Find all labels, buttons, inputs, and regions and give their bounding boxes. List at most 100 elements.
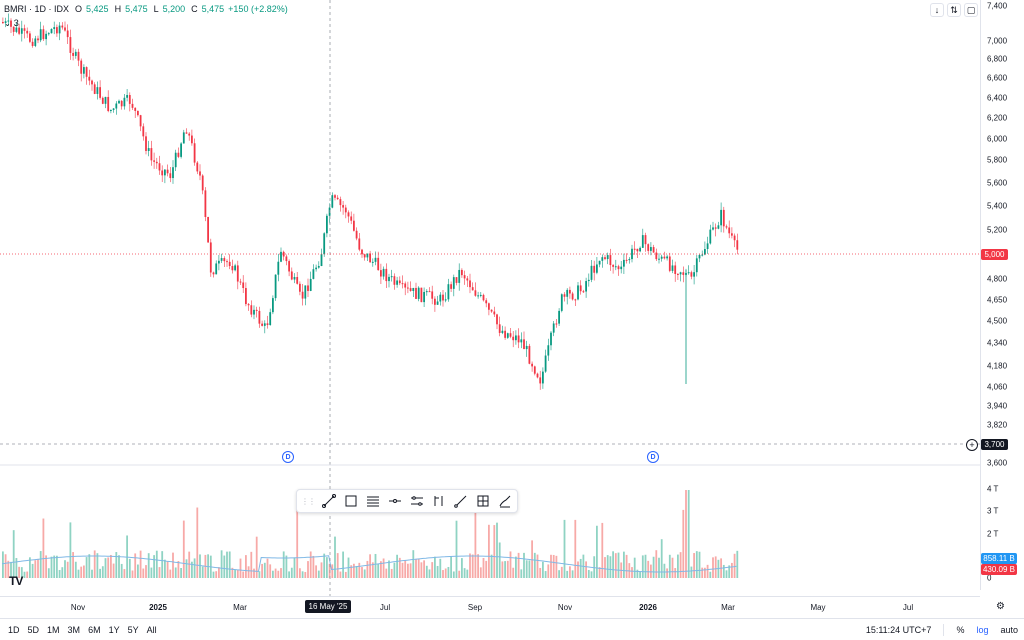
ray-icon[interactable] (453, 492, 469, 510)
candle-body (442, 294, 444, 301)
range-button-all[interactable]: All (146, 624, 157, 635)
volume-bar (72, 552, 74, 578)
volume-bar (636, 569, 639, 578)
volume-bar (26, 571, 29, 578)
volume-bar (290, 567, 293, 578)
candle-body (695, 258, 698, 273)
candle-body (458, 269, 461, 283)
candle-body (496, 314, 498, 325)
trend-line-icon[interactable] (321, 492, 337, 510)
candle-body (598, 260, 601, 265)
volume-bar (147, 553, 150, 578)
volume-bar (42, 518, 45, 578)
long-position-icon[interactable] (431, 492, 447, 510)
candle-body (469, 280, 471, 288)
candle-body (153, 160, 155, 162)
time-tick-label: Nov (70, 603, 86, 612)
candle-body (34, 38, 37, 46)
volume-bar (258, 571, 261, 578)
candle-body (407, 287, 409, 289)
add-plus-icon[interactable]: + (966, 439, 978, 451)
candle-body (158, 163, 161, 171)
candle-body (539, 377, 542, 384)
rectangle-icon[interactable] (343, 492, 359, 510)
volume-bar (523, 552, 525, 578)
time-axis[interactable]: Nov 2025 Mar Jul Sep Nov 2026 Mar May Jul (0, 596, 980, 618)
range-button-5d[interactable]: 5D (27, 624, 40, 635)
candle-body (299, 283, 301, 292)
volume-bar (517, 552, 520, 578)
dividend-marker[interactable]: D (282, 451, 294, 463)
range-button-3m[interactable]: 3M (67, 624, 81, 635)
candle-body (542, 371, 544, 384)
candle-body (326, 215, 328, 234)
candle-body (563, 294, 566, 297)
volume-bar (193, 558, 196, 578)
range-button-1y[interactable]: 1Y (108, 624, 120, 635)
range-button-1m[interactable]: 1M (47, 624, 60, 635)
candle-body (180, 143, 182, 157)
indicators-toggle[interactable]: ⌄ 3 (4, 18, 19, 28)
volume-bars (2, 490, 739, 578)
volume-bar (409, 563, 412, 578)
candle-body (493, 311, 496, 315)
candle-body (725, 226, 728, 228)
volume-bar (677, 554, 679, 578)
candle-body (53, 27, 56, 30)
candle-body (531, 363, 533, 367)
candle-body (366, 253, 369, 258)
parallel-channel-icon[interactable] (409, 492, 425, 510)
range-button-5y[interactable]: 5Y (127, 624, 139, 635)
volume-bar (682, 509, 685, 578)
auto-toggle[interactable]: auto (1000, 624, 1018, 635)
candle-body (247, 304, 250, 306)
candle-body (88, 76, 91, 81)
candle-body (447, 284, 450, 300)
candle-body (320, 254, 323, 267)
fib-retracement-icon[interactable] (365, 492, 381, 510)
candle-body (66, 30, 69, 38)
candle-body (137, 110, 139, 116)
price-axis[interactable]: 7,400 7,000 6,800 6,600 6,400 6,200 6,000 5,800… (980, 0, 1024, 590)
candle-body (193, 143, 196, 163)
symbol-info[interactable]: BMRI · 1D · IDX (4, 4, 70, 14)
range-button-1d[interactable]: 1D (8, 624, 20, 635)
last-price-badge: 5,000 (981, 249, 1008, 260)
tradingview-logo[interactable]: TV (9, 574, 23, 588)
symbol-legend[interactable]: BMRI · 1D · IDX O 5,425 H 5,475 L 5,200 C 5,… (4, 4, 288, 14)
volume-bar (10, 561, 12, 578)
volume-bar (274, 568, 277, 578)
volume-bar (131, 570, 134, 578)
log-toggle[interactable]: log (976, 624, 989, 635)
refresh-icon[interactable]: ▢ (964, 3, 978, 17)
measure-icon[interactable] (475, 492, 491, 510)
candle-body (687, 272, 690, 274)
collapse-icon[interactable]: ⇅ (947, 3, 961, 17)
volume-bar (652, 556, 655, 578)
percent-toggle[interactable]: % (956, 624, 965, 635)
volume-bar (112, 563, 115, 578)
candle-body (401, 283, 404, 285)
candle-body (69, 37, 72, 53)
candle-body (482, 294, 485, 301)
clock[interactable]: 15:11:24 UTC+7 (865, 624, 932, 635)
dividend-marker[interactable]: D (647, 451, 659, 463)
volume-bar (698, 551, 701, 578)
horizontal-line-icon[interactable] (387, 492, 403, 510)
volume-bar (339, 571, 342, 578)
candle-body (131, 103, 134, 108)
drag-handle-icon[interactable]: ⋮⋮ (301, 496, 316, 506)
volume-bar (20, 567, 23, 578)
arrow-down-icon[interactable]: ↓ (930, 3, 944, 17)
volume-bar (293, 557, 296, 578)
volume-bar (528, 560, 531, 578)
floating-drawing-toolbar[interactable]: ⋮⋮ (296, 489, 518, 513)
candle-body (547, 345, 550, 356)
price-tick-label: 7,400 (987, 1, 1008, 11)
brush-icon[interactable] (497, 492, 513, 510)
range-button-6m[interactable]: 6M (88, 624, 101, 635)
settings-gear-icon[interactable]: ⚙ (996, 601, 1005, 612)
volume-bar (695, 551, 698, 578)
time-tick-label: Jul (902, 603, 914, 612)
